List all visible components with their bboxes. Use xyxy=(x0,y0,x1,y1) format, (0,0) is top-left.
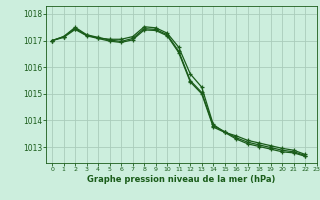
X-axis label: Graphe pression niveau de la mer (hPa): Graphe pression niveau de la mer (hPa) xyxy=(87,175,276,184)
